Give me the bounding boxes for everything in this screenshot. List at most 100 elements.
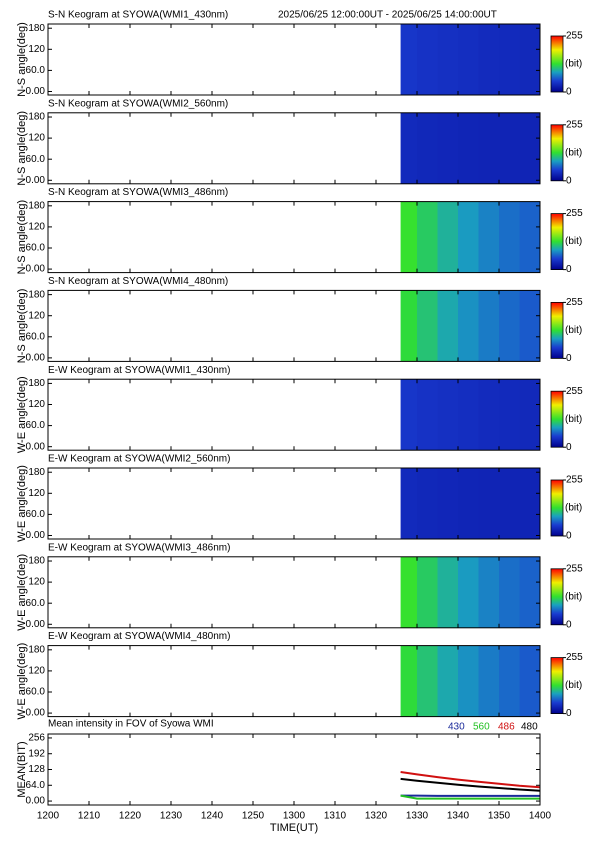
colorbar-tick-label: 0 bbox=[566, 353, 572, 364]
colorbar-tick-label: 0 bbox=[566, 87, 572, 98]
x-tick-label: 1340 bbox=[447, 811, 470, 822]
y-tick-label: 192 bbox=[28, 748, 45, 759]
keogram-cell bbox=[499, 201, 520, 273]
colorbar-label: (bit) bbox=[565, 236, 582, 247]
x-tick-label: 1350 bbox=[488, 811, 511, 822]
panel-title: E-W Keogram at SYOWA(WMI3_486nm) bbox=[48, 542, 230, 553]
keogram-cell bbox=[400, 556, 418, 628]
colorbar-label: (bit) bbox=[565, 591, 582, 602]
keogram-cell bbox=[499, 379, 520, 451]
keogram-cell bbox=[499, 112, 520, 184]
keogram-cell bbox=[499, 290, 520, 362]
colorbar-tick-label: 255 bbox=[566, 119, 583, 130]
y-tick-label: 0.00 bbox=[26, 175, 46, 186]
panel-subtitle: 2025/06/25 12:00:00UT - 2025/06/25 14:00… bbox=[278, 10, 497, 21]
y-tick-label: 180 bbox=[28, 378, 45, 389]
keogram-cell bbox=[400, 645, 418, 717]
series-line bbox=[400, 794, 540, 800]
keogram-cell bbox=[519, 379, 541, 451]
colorbar-tick-label: 0 bbox=[566, 175, 572, 186]
colorbar-label: (bit) bbox=[565, 503, 582, 514]
x-tick-label: 1330 bbox=[406, 811, 429, 822]
keogram-cell bbox=[478, 201, 500, 273]
keogram-cell bbox=[458, 379, 479, 451]
keogram-cell bbox=[437, 468, 459, 539]
y-axis-label: W-E angle(deg) bbox=[16, 465, 28, 542]
y-tick-label: 0.00 bbox=[26, 441, 46, 452]
series-line bbox=[400, 777, 541, 792]
colorbar-tick-label: 255 bbox=[566, 475, 583, 486]
x-tick-label: 1310 bbox=[324, 811, 347, 822]
legend-entry: 486 bbox=[498, 722, 515, 733]
y-tick-label: 0.00 bbox=[26, 619, 46, 630]
y-axis-label: MEAN(BIT) bbox=[16, 741, 28, 797]
keogram-cell bbox=[458, 645, 479, 717]
y-tick-label: 120 bbox=[28, 399, 45, 410]
y-tick-label: 180 bbox=[28, 289, 45, 300]
x-tick-label: 1400 bbox=[529, 811, 552, 822]
y-axis-label: N-S angle(deg) bbox=[16, 22, 28, 97]
keogram-cell bbox=[437, 201, 459, 273]
keogram-cell bbox=[437, 24, 459, 95]
y-tick-label: 60.0 bbox=[26, 687, 46, 698]
y-tick-label: 180 bbox=[28, 112, 45, 123]
colorbar-tick-label: 255 bbox=[566, 297, 583, 308]
plot-frame bbox=[47, 733, 541, 806]
keogram-cell bbox=[499, 468, 520, 539]
keogram-cell bbox=[519, 645, 541, 717]
keogram-cell bbox=[437, 379, 459, 451]
y-tick-label: 0.00 bbox=[26, 353, 46, 364]
panel-title: S-N Keogram at SYOWA(WMI3_486nm) bbox=[48, 187, 228, 198]
colorbar-tick-label: 255 bbox=[566, 31, 583, 42]
y-tick-label: 60.0 bbox=[26, 598, 46, 609]
colorbar-tick-label: 0 bbox=[566, 264, 572, 275]
y-tick-label: 128 bbox=[28, 764, 45, 775]
y-tick-label: 0.00 bbox=[26, 86, 46, 97]
colorbar-label: (bit) bbox=[565, 325, 582, 336]
x-tick-label: 1250 bbox=[242, 811, 265, 822]
y-tick-label: 60.0 bbox=[26, 154, 46, 165]
y-axis-label: W-E angle(deg) bbox=[16, 554, 28, 631]
y-tick-label: 60.0 bbox=[26, 243, 46, 254]
keogram-cell bbox=[519, 468, 541, 539]
y-tick-label: 60.0 bbox=[26, 509, 46, 520]
y-tick-label: 120 bbox=[28, 577, 45, 588]
panel-title: S-N Keogram at SYOWA(WMI2_560nm) bbox=[48, 98, 228, 109]
y-tick-label: 0.00 bbox=[26, 264, 46, 275]
keogram-cell bbox=[478, 112, 500, 184]
keogram-cell bbox=[519, 290, 541, 362]
keogram-cell bbox=[437, 290, 459, 362]
colorbar-label: (bit) bbox=[565, 680, 582, 691]
y-tick-label: 0.00 bbox=[26, 708, 46, 719]
y-tick-label: 120 bbox=[28, 666, 45, 677]
keogram-cell bbox=[478, 556, 500, 628]
keogram-cell bbox=[400, 290, 418, 362]
keogram-cell bbox=[417, 112, 438, 184]
keogram-cell bbox=[458, 556, 479, 628]
y-tick-label: 60.0 bbox=[26, 420, 46, 431]
keogram-cell bbox=[417, 24, 438, 95]
x-axis-label: TIME(UT) bbox=[270, 822, 318, 834]
y-axis-label: N-S angle(deg) bbox=[16, 111, 28, 186]
colorbar-tick-label: 255 bbox=[566, 652, 583, 663]
keogram-cell bbox=[478, 645, 500, 717]
y-tick-label: 180 bbox=[28, 467, 45, 478]
keogram-cell bbox=[458, 112, 479, 184]
colorbar-label: (bit) bbox=[565, 414, 582, 425]
series-line bbox=[400, 771, 541, 789]
keogram-cell bbox=[478, 379, 500, 451]
keogram-cell bbox=[499, 645, 520, 717]
keogram-cell bbox=[458, 468, 479, 539]
keogram-cell bbox=[417, 379, 438, 451]
keogram-cell bbox=[458, 201, 479, 273]
keogram-cell bbox=[417, 556, 438, 628]
x-tick-label: 1240 bbox=[201, 811, 224, 822]
y-tick-label: 60.0 bbox=[26, 331, 46, 342]
colorbar-tick-label: 0 bbox=[566, 442, 572, 453]
y-tick-label: 60.0 bbox=[26, 65, 46, 76]
colorbar-label: (bit) bbox=[565, 59, 582, 70]
x-tick-label: 1320 bbox=[365, 811, 388, 822]
colorbar-tick-label: 0 bbox=[566, 708, 572, 719]
keogram-cell bbox=[400, 201, 418, 273]
keogram-cell bbox=[400, 24, 418, 95]
